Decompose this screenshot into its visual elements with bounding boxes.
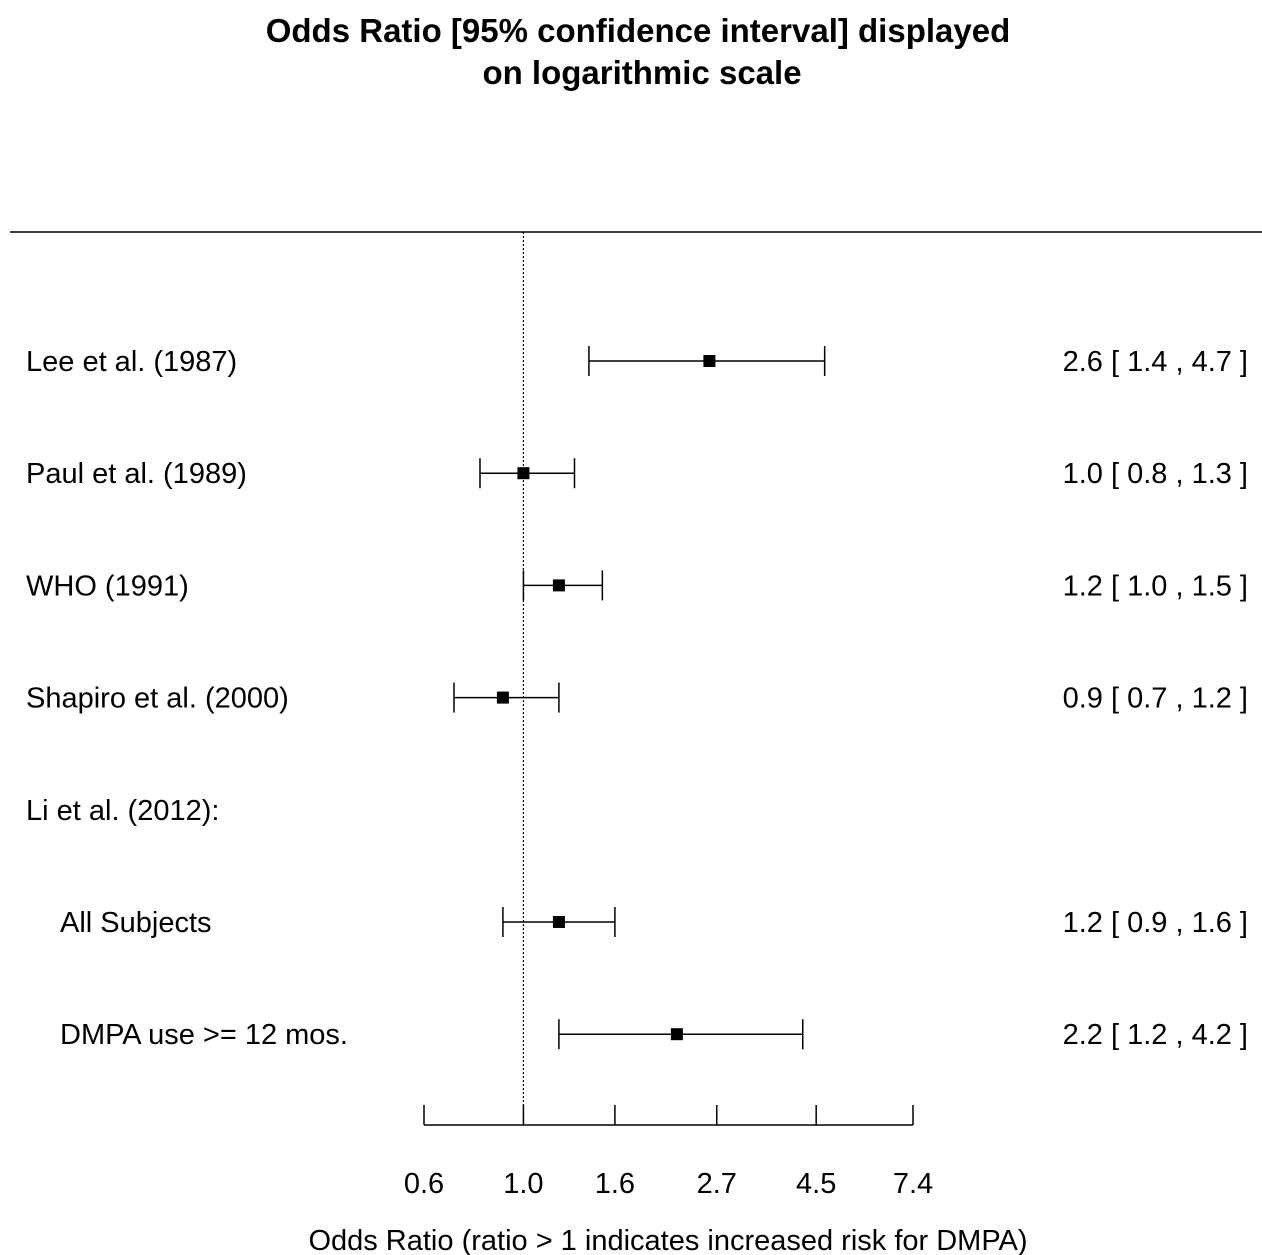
estimate-text: 2.6 [ 1.4 , 4.7 ] (1063, 346, 1248, 378)
study-label: Shapiro et al. (2000) (26, 683, 289, 715)
study-label: Li et al. (2012): (26, 795, 219, 827)
point-estimate (552, 916, 565, 928)
estimate-text: 1.2 [ 0.9 , 1.6 ] (1063, 907, 1248, 939)
x-tick-label: 1.6 (595, 1168, 635, 1200)
point-estimate (496, 691, 509, 704)
x-tick-label: 1.0 (503, 1168, 543, 1200)
study-label: DMPA use >= 12 mos. (60, 1019, 348, 1051)
chart-title-line-1: Odds Ratio [95% confidence interval] dis… (266, 12, 1011, 49)
estimate-text: 2.2 [ 1.2 , 4.2 ] (1063, 1019, 1248, 1051)
x-tick-label: 2.7 (697, 1168, 737, 1200)
x-tick-label: 7.4 (893, 1168, 933, 1200)
x-tick-label: 4.5 (796, 1168, 836, 1200)
chart-title-line-2: on logarithmic scale (482, 54, 801, 91)
point-estimate (517, 467, 530, 480)
estimate-text: 0.9 [ 0.7 , 1.2 ] (1063, 683, 1248, 715)
study-label: WHO (1991) (26, 570, 189, 602)
point-estimate (552, 579, 565, 592)
estimate-text: 1.2 [ 1.0 , 1.5 ] (1063, 570, 1248, 602)
study-label: Paul et al. (1989) (26, 458, 247, 490)
study-label: Lee et al. (1987) (26, 346, 237, 378)
estimate-text: 1.0 [ 0.8 , 1.3 ] (1063, 458, 1248, 490)
study-label: All Subjects (60, 907, 212, 939)
point-estimate (670, 1028, 683, 1041)
x-tick-label: 0.6 (404, 1168, 444, 1200)
point-estimate (703, 355, 716, 367)
x-axis-label: Odds Ratio (ratio > 1 indicates increase… (308, 1225, 1027, 1255)
